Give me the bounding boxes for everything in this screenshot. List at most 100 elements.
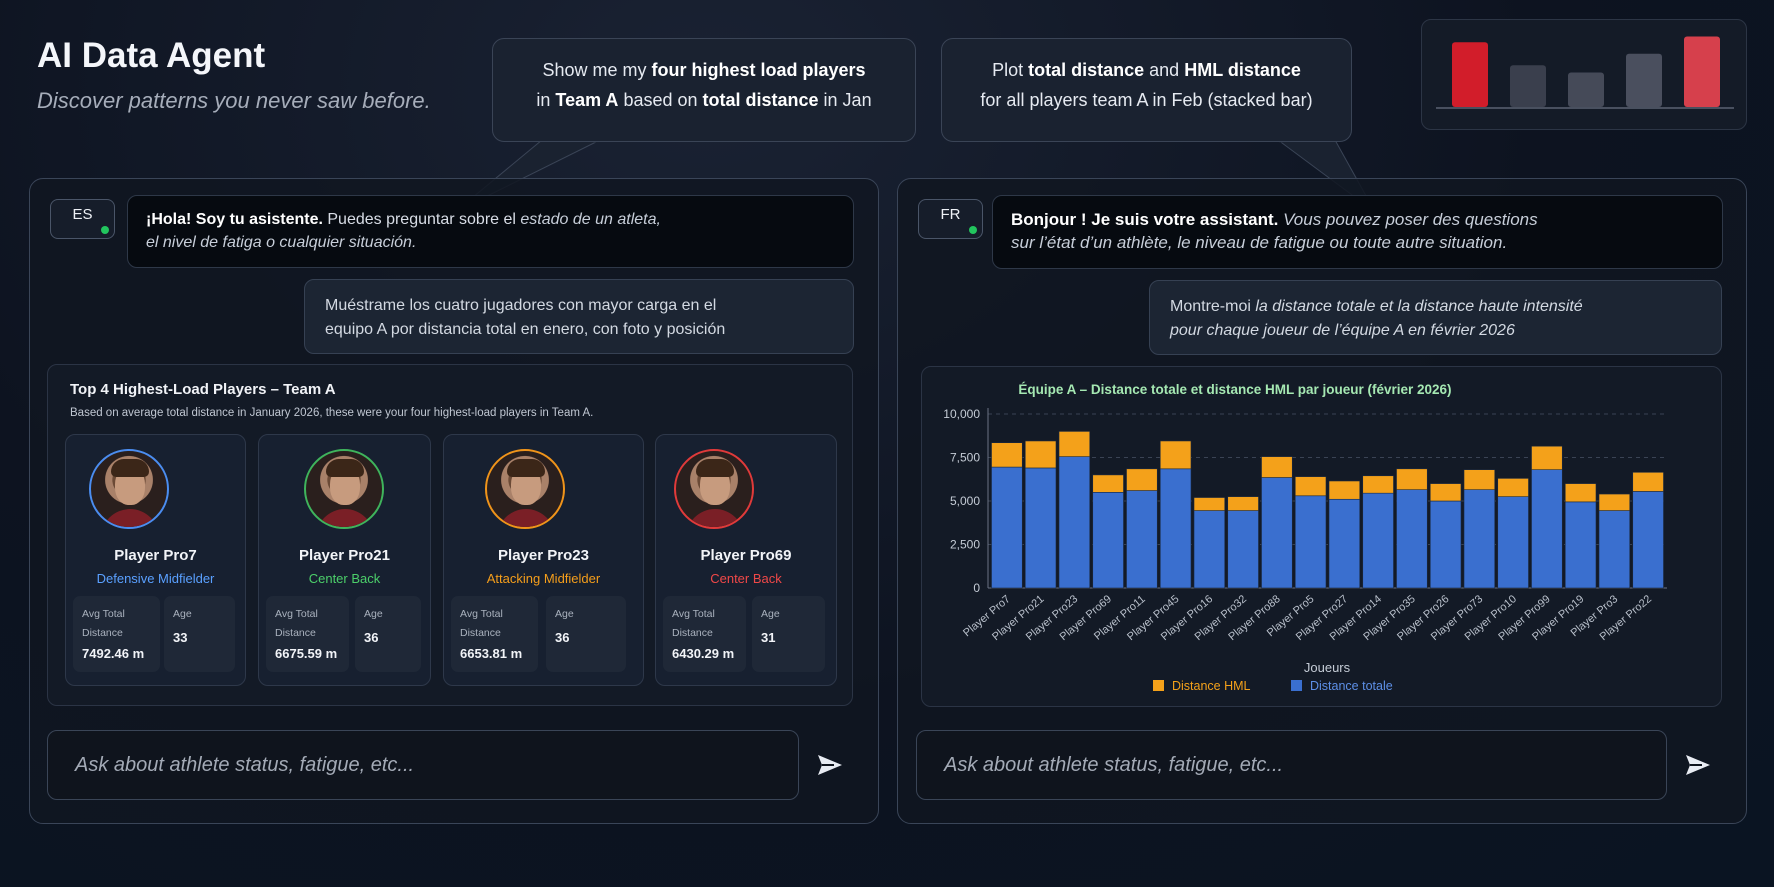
send-icon[interactable] [812,747,848,783]
bar-distance-totale [1632,491,1664,589]
stat-avg-distance: Avg Total Distance 6675.59 m [266,596,349,672]
bubble-2-text: and [1144,60,1185,80]
bar-distance-totale [1328,498,1361,589]
stat-value: 36 [555,630,570,645]
chart-title: Équipe A – Distance totale et distance H… [1018,382,1452,397]
stat-label: Avg Total [275,608,318,620]
player-name: Player Pro7 [114,547,197,564]
stat-value: 6430.29 m [672,646,735,661]
assistant-text: el nivel de fatiga o cualquier situación… [146,234,417,251]
bar-distance-totale [1058,456,1091,589]
assistant-message: ¡Hola! Soy tu asistente. Puedes pregunta… [127,195,854,268]
example-prompt-bubble-1: Show me my four highest load players in … [492,38,916,142]
logo-bar [1568,72,1604,107]
user-text: equipo A por distancia total en enero, c… [325,321,726,338]
logo-bar-chart [1421,19,1747,130]
app-title: AI Data Agent [37,36,266,75]
stat-value: 6675.59 m [275,646,338,661]
bar-distance-totale [1227,510,1259,589]
y-tick-label: 10,000 [943,407,980,421]
stat-label: Age [555,608,574,620]
bubble-2-text: for all players team A in Feb (stacked b… [980,90,1313,110]
bar-distance-hml [1261,456,1293,478]
bubble-1-bold: four highest load players [651,60,866,80]
player-position: Defensive Midfielder [96,571,215,586]
bar-distance-hml [1632,471,1664,492]
send-icon[interactable] [1680,747,1716,783]
stat-label: Distance [672,627,713,639]
logo-bar [1626,53,1662,107]
stat-age: Age 36 [546,596,626,672]
logo-bar [1452,42,1488,108]
assistant-text: Vous pouvez poser des questions [1278,210,1538,229]
stat-label: Age [761,608,780,620]
bar-distance-totale [1598,510,1631,589]
assistant-text: estado de un atleta, [520,211,661,228]
assistant-greeting: Bonjour ! Je suis votre assistant. [1011,210,1279,229]
user-message: Montre-moi la distance totale et la dist… [1149,280,1722,355]
language-badge-es[interactable]: ES [50,199,115,239]
bar-distance-hml [1598,493,1631,511]
player-position: Center Back [710,571,782,586]
player-name: Player Pro69 [700,547,792,564]
player-position: Center Back [308,571,381,586]
bubble-1-text: in Jan [818,90,872,110]
y-tick-label: 2,500 [950,538,980,552]
bar-distance-totale [991,466,1023,589]
bubble-2-bold: HML distance [1184,60,1301,80]
bar-distance-hml [1024,440,1057,469]
app-subtitle: Discover patterns you never saw before. [37,88,431,113]
legend-label: Distance HML [1172,679,1251,693]
stat-value: 6653.81 m [460,646,523,661]
bar-distance-hml [1429,483,1462,502]
online-status-dot [969,226,977,234]
bar-distance-hml [1497,478,1529,497]
bar-distance-totale [1261,477,1293,589]
bar-distance-totale [1531,469,1563,589]
stat-label: Age [364,608,383,620]
bar-distance-totale [1092,492,1124,589]
bar-distance-totale [1159,468,1192,589]
stat-age: Age 36 [355,596,421,672]
stat-age: Age 33 [164,596,235,672]
stat-label: Age [173,608,192,620]
bar-distance-totale [1497,496,1529,589]
chat-input[interactable]: Ask about athlete status, fatigue, etc..… [916,730,1667,800]
language-code: FR [940,206,961,223]
user-text: Montre-moi [1170,298,1256,315]
player-avatar [484,449,565,529]
stat-label: Avg Total [82,608,125,620]
user-text: pour chaque joueur de l’équipe A en févr… [1170,322,1515,339]
bar-distance-hml [1463,469,1496,490]
example-prompt-bubble-2: Plot total distance and HML distance for… [941,38,1352,142]
bar-distance-totale [1463,489,1496,589]
player-avatar [88,449,169,529]
player-position: Attacking Midfielder [486,571,601,586]
bar-distance-hml [1092,474,1124,493]
y-tick-label: 7,500 [950,451,980,465]
stat-avg-distance: Avg Total Distance 6430.29 m [663,596,746,672]
bar-distance-hml [1531,445,1563,470]
stat-label: Avg Total [460,608,503,620]
chat-input[interactable]: Ask about athlete status, fatigue, etc..… [47,730,799,800]
bubble-2-text: Plot [992,60,1029,80]
y-tick-label: 0 [973,581,980,595]
stat-value: 31 [761,630,776,645]
bubble-1-text: based on [618,90,703,110]
player-name: Player Pro21 [299,547,390,564]
player-name: Player Pro23 [498,547,589,564]
language-badge-fr[interactable]: FR [918,199,983,239]
bar-distance-hml [1126,468,1158,491]
stat-label: Distance [275,627,316,639]
bar-distance-hml [1193,497,1226,511]
bubble-2-bold: total distance [1028,60,1145,80]
bar-distance-hml [1362,475,1394,494]
bar-distance-totale [1564,501,1597,589]
legend-swatch [1291,680,1302,691]
assistant-greeting: ¡Hola! Soy tu asistente. [146,211,323,228]
user-text: la distance totale et la distance haute … [1255,298,1583,315]
y-tick-label: 5,000 [950,494,980,508]
logo-bar [1684,36,1720,107]
bubble-1-text: in [536,90,556,110]
